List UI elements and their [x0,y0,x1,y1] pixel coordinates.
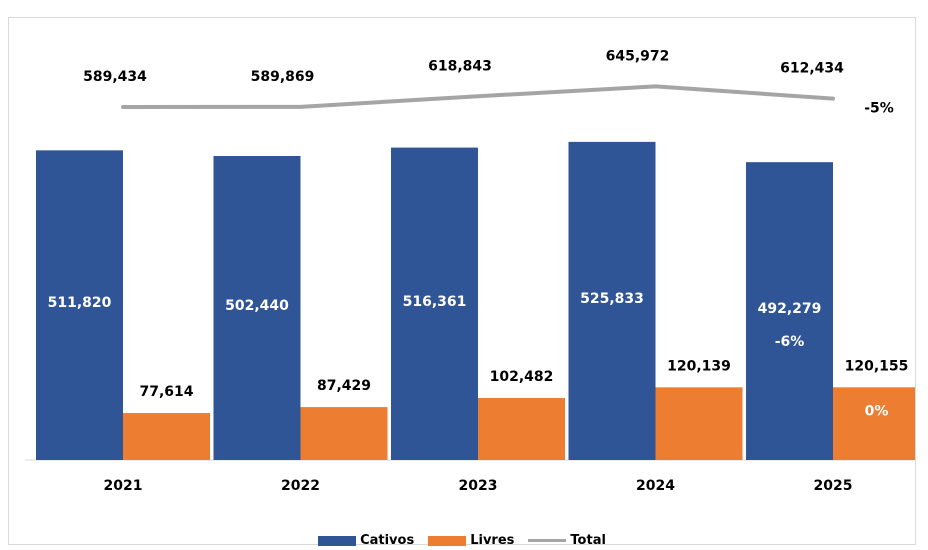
bar-livres-2021 [123,413,210,460]
bar-cativos-2022 [213,156,301,460]
bar-livres-2022 [300,407,388,460]
legend-label-total: Total [570,533,606,548]
bar-cativos-2023 [391,147,478,460]
label-total-2023: 618,843 [428,58,492,74]
legend-label-livres: Livres [470,533,515,548]
label-livres-2023: 102,482 [490,369,554,385]
cativos-bars: 511,820 502,440 516,361 525,833 492,279 -6% [36,141,833,460]
label-cativos-2023: 516,361 [403,294,467,310]
label-total-2025: 612,434 [780,61,844,77]
label-total-2024: 645,972 [606,48,670,64]
bar-cativos-2025 [746,162,833,460]
bar-livres-2024 [655,387,743,460]
label-cativos-2022: 502,440 [225,298,289,314]
bar-cativos-2024 [568,141,656,460]
label-cativos-2024: 525,833 [580,291,644,307]
legend-swatch-total [528,539,567,542]
x-tick-2021: 2021 [104,478,143,494]
chart-frame: 511,820 502,440 516,361 525,833 492,279 -6% 7… [8,17,916,548]
x-tick-2022: 2022 [281,478,320,494]
label-total-2022: 589,869 [251,69,315,85]
label-total-change: -5% [864,101,894,117]
legend-item-cativos: Cativos [318,533,414,548]
x-tick-labels: 2021 2022 2023 2024 2025 [104,478,853,494]
legend-swatch-cativos [318,535,357,546]
label-total-2021: 589,434 [83,69,147,85]
total-line [121,84,835,109]
label-livres-2022: 87,429 [317,378,371,394]
legend-label-cativos: Cativos [360,533,415,548]
legend-item-total: Total [528,533,606,548]
bar-cativos-2021 [36,150,123,460]
legend-swatch-livres [428,535,467,546]
label-cativos-change: -6% [775,334,805,350]
label-cativos-2025: 492,279 [758,301,822,317]
label-livres-2024: 120,139 [667,358,731,374]
label-cativos-2021: 511,820 [48,295,112,311]
combo-chart: 511,820 502,440 516,361 525,833 492,279 -6% 7… [25,48,915,494]
bar-livres-2023 [478,397,565,460]
total-line-group: 589,434 589,869 618,843 645,972 612,434 -5% [83,48,894,116]
x-tick-2025: 2025 [814,478,853,494]
x-tick-2024: 2024 [636,478,675,494]
livres-bars: 77,614 87,429 102,482 120,139 120,155 0% [123,358,915,460]
label-livres-2025: 120,155 [845,358,909,374]
legend: Cativos Livres Total [9,533,915,548]
legend-item-livres: Livres [428,533,514,548]
x-tick-2023: 2023 [459,478,498,494]
label-livres-change: 0% [865,403,889,419]
label-livres-2021: 77,614 [139,384,193,400]
bar-livres-2025 [833,387,915,460]
